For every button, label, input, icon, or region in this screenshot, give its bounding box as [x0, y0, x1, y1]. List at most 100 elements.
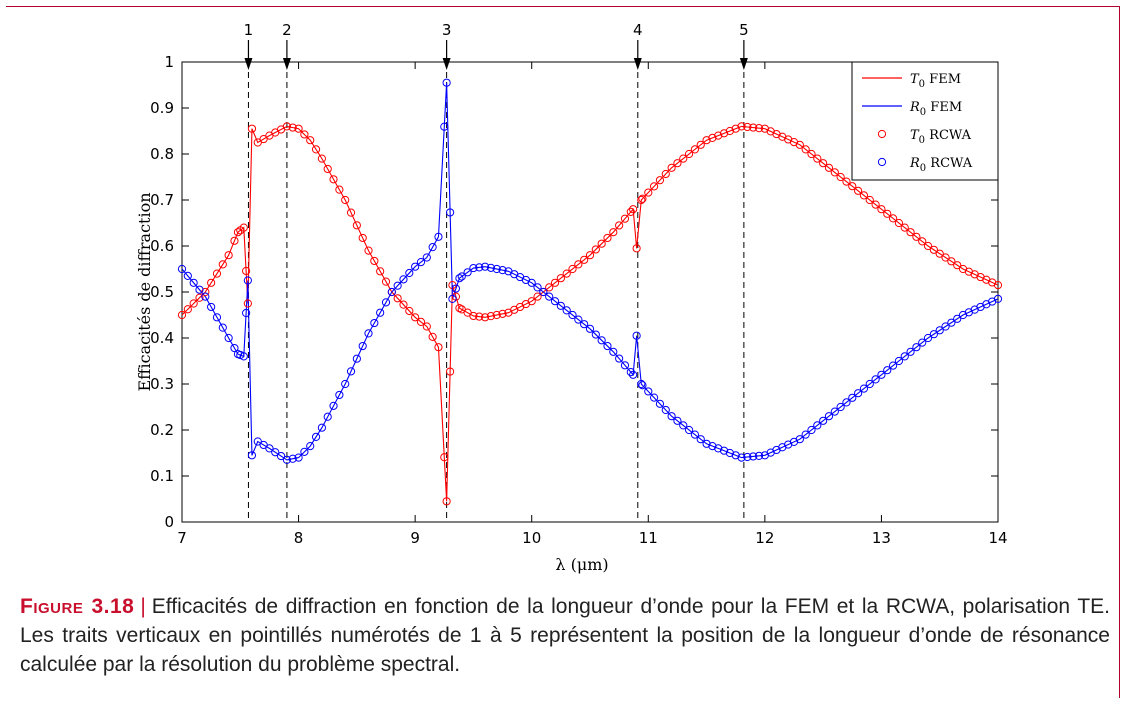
- data-point: [243, 276, 252, 285]
- resonance-label: 4: [633, 21, 643, 39]
- data-point: [609, 228, 618, 237]
- data-point: [609, 347, 618, 356]
- data-point: [912, 232, 921, 241]
- data-point: [276, 451, 286, 461]
- data-point: [323, 164, 332, 174]
- data-point: [894, 356, 904, 366]
- data-point: [801, 145, 810, 154]
- data-point: [629, 370, 638, 379]
- data-point: [953, 261, 962, 270]
- data-point: [644, 387, 653, 396]
- data-point: [993, 294, 1003, 303]
- data-point: [183, 305, 192, 314]
- data-point: [195, 285, 204, 294]
- data-point: [335, 185, 344, 194]
- x-tick-label: 11: [639, 529, 658, 547]
- data-point: [242, 266, 251, 276]
- data-point: [801, 430, 810, 439]
- data-point: [673, 416, 682, 425]
- data-point: [923, 333, 933, 343]
- data-point: [230, 236, 239, 245]
- data-point: [824, 163, 834, 172]
- data-point: [585, 251, 595, 260]
- data-point: [381, 298, 391, 307]
- data-point: [446, 208, 455, 217]
- legend-swatch-marker: [877, 157, 887, 167]
- data-point: [725, 126, 734, 136]
- data-point: [545, 292, 554, 301]
- data-point: [405, 268, 414, 278]
- data-point: [300, 447, 309, 456]
- data-point: [370, 318, 379, 328]
- data-point: [259, 440, 268, 450]
- data-point: [469, 311, 478, 321]
- data-point: [545, 283, 554, 292]
- data-point: [615, 354, 624, 363]
- data-point: [265, 444, 274, 453]
- data-point: [795, 140, 804, 149]
- data-point: [626, 367, 635, 377]
- data-point: [865, 379, 874, 389]
- data-point: [807, 425, 816, 435]
- data-point: [708, 442, 717, 451]
- data-point: [381, 277, 391, 286]
- data-point: [393, 294, 402, 303]
- data-point: [655, 176, 665, 185]
- data-point: [212, 313, 222, 322]
- data-point: [731, 124, 740, 133]
- data-point: [871, 375, 880, 384]
- data-point: [888, 361, 898, 370]
- data-point: [480, 262, 490, 271]
- caption-label: Figure 3.18: [20, 595, 135, 618]
- data-point: [393, 281, 402, 290]
- data-point: [457, 272, 466, 281]
- data-point: [329, 175, 338, 184]
- data-point: [731, 451, 740, 460]
- data-point: [684, 425, 694, 435]
- data-point: [282, 455, 292, 464]
- data-point: [224, 251, 233, 260]
- data-point: [842, 177, 851, 186]
- data-point: [486, 312, 496, 321]
- y-tick-label: 0.9: [150, 99, 174, 117]
- data-point: [591, 330, 600, 339]
- data-point: [935, 249, 944, 258]
- data-point: [568, 310, 577, 320]
- data-point: [323, 412, 332, 421]
- data-point: [416, 258, 426, 267]
- y-tick-label: 0.1: [150, 467, 174, 485]
- data-point: [230, 343, 239, 353]
- data-point: [830, 168, 839, 177]
- data-point: [795, 435, 804, 444]
- data-point: [888, 214, 898, 223]
- x-axis-title: λ (μm): [555, 555, 608, 574]
- data-point: [807, 149, 816, 159]
- data-point: [463, 268, 472, 277]
- resonance-label: 1: [244, 21, 254, 39]
- data-point: [848, 182, 857, 191]
- data-point: [993, 281, 1003, 290]
- data-point: [585, 324, 595, 333]
- data-point: [556, 274, 565, 283]
- data-point: [527, 297, 536, 306]
- data-point: [836, 402, 845, 412]
- data-point: [311, 432, 321, 441]
- data-point: [533, 283, 542, 292]
- data-point: [428, 243, 437, 252]
- data-point: [243, 299, 252, 308]
- resonance-arrow-head: [739, 58, 748, 70]
- data-point: [684, 149, 694, 159]
- series-line: [181, 125, 999, 502]
- data-point: [620, 361, 630, 370]
- legend-label: R0 RCWA: [909, 156, 973, 174]
- data-point: [824, 412, 834, 421]
- data-point: [661, 405, 670, 415]
- data-point: [177, 310, 187, 320]
- data-point: [247, 124, 257, 133]
- x-tick-label: 8: [294, 529, 304, 547]
- chart: 7 8 9 10 11 12 13 1400.10.20.30.40.50.60.70.80.…: [135, 21, 1008, 574]
- data-point: [288, 454, 297, 463]
- data-point: [358, 341, 367, 351]
- data-point: [918, 237, 927, 246]
- data-point: [819, 159, 828, 168]
